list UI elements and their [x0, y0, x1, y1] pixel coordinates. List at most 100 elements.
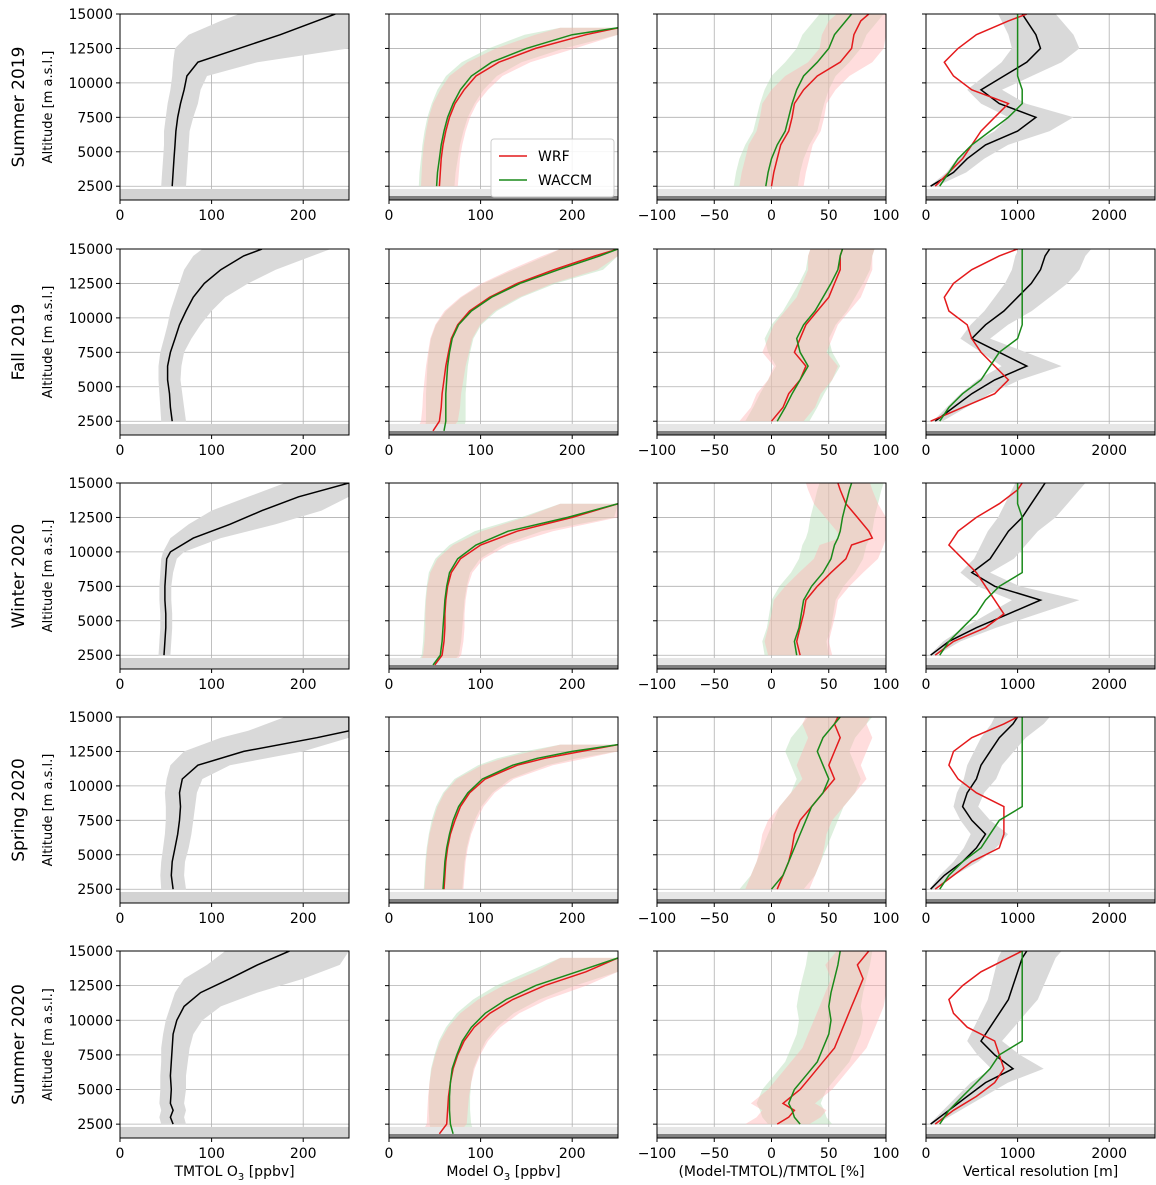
y-tick-label: 10000 [68, 1013, 113, 1029]
row-label: Summer 2020 [9, 984, 29, 1105]
y-tick-label: 12500 [68, 744, 113, 760]
panel-frame [925, 248, 1156, 436]
y-tick-label: 5000 [77, 380, 113, 396]
y-axis-label: Altitude [m a.s.l.] [41, 51, 56, 164]
waccm-line [939, 483, 1023, 656]
x-tick-label: 100 [198, 443, 225, 459]
wrf-spread-band [421, 27, 618, 187]
panel-frame [388, 950, 619, 1139]
below-ground-strip [389, 423, 618, 435]
y-tick-label: 7500 [77, 110, 113, 126]
x-tick-label: 100 [198, 677, 225, 693]
below-ground-strip [926, 1126, 1155, 1138]
panel-r1c1 [389, 249, 618, 435]
y-tick-label: 15000 [68, 944, 113, 960]
y-tick-label: 2500 [77, 882, 113, 898]
waccm-spread-band [428, 957, 618, 1134]
tmtol-line [170, 717, 349, 890]
waccm-line [435, 27, 618, 187]
x-tick-label: −100 [638, 1146, 676, 1162]
x-tick-label: −50 [699, 1146, 729, 1162]
waccm-line [448, 957, 618, 1135]
ground-level-bar [657, 196, 886, 200]
waccm-line [939, 249, 1023, 422]
y-tick-label: 15000 [68, 242, 113, 258]
tmtol-line [169, 951, 290, 1125]
below-ground-strip [926, 891, 1155, 903]
wrf-line [795, 483, 874, 656]
panel-r1c2 [657, 249, 886, 435]
panel-r2c0 [120, 483, 349, 669]
tmtol-spread-band [158, 249, 331, 422]
tmtol-line [171, 14, 336, 187]
ground-level-bar [657, 899, 886, 903]
y-tick-label: 15000 [68, 476, 113, 492]
waccm-line [442, 743, 618, 890]
waccm-line [793, 483, 853, 656]
ground-level-bar [926, 431, 1155, 435]
row-label: Winter 2020 [9, 524, 29, 629]
below-ground-strip [389, 1126, 618, 1138]
x-tick-label: 0 [116, 443, 125, 459]
row-label: Spring 2020 [9, 758, 29, 862]
below-ground-strip [389, 657, 618, 669]
x-tick-label: 50 [820, 911, 838, 927]
y-tick-label: 12500 [68, 979, 113, 995]
x-tick-label: 1000 [1000, 1146, 1036, 1162]
panel-r3c3 [926, 717, 1155, 903]
tmtol-spread-band [160, 717, 349, 890]
waccm-line [939, 717, 1023, 890]
tmtol-spread-band [161, 14, 349, 187]
panel-r4c1 [389, 951, 618, 1138]
x-tick-label: 200 [559, 208, 586, 224]
x-tick-label: 0 [767, 208, 776, 224]
y-tick-label: 5000 [77, 1083, 113, 1099]
panel-frame [925, 13, 1156, 201]
x-tick-label: 100 [467, 677, 494, 693]
x-tick-label: 100 [467, 1146, 494, 1162]
below-ground-strip [120, 423, 349, 435]
x-tick-label: 0 [116, 1146, 125, 1162]
x-tick-label: 1000 [1000, 911, 1036, 927]
y-tick-label: 12500 [68, 510, 113, 526]
x-tick-label: 0 [922, 677, 931, 693]
below-ground-strip [926, 657, 1155, 669]
x-tick-label: −100 [638, 443, 676, 459]
wrf-spread-band [416, 249, 618, 431]
waccm-line [939, 14, 1023, 187]
y-tick-label: 7500 [77, 813, 113, 829]
ground-level-bar [389, 431, 618, 435]
x-tick-label: 200 [290, 1146, 317, 1162]
x-tick-label: 100 [873, 677, 900, 693]
x-tick-label: 1000 [1000, 443, 1036, 459]
panel-frame [119, 950, 350, 1139]
x-tick-label: 0 [385, 443, 394, 459]
y-axis-label: Altitude [m a.s.l.] [41, 286, 56, 399]
x-tick-label: 50 [820, 1146, 838, 1162]
x-tick-label: 50 [820, 208, 838, 224]
wrf-line [438, 957, 618, 1135]
x-tick-label: 0 [767, 1146, 776, 1162]
x-tick-label: 100 [873, 208, 900, 224]
panel-frame [119, 716, 350, 904]
y-axis-label: Altitude [m a.s.l.] [41, 520, 56, 633]
x-tick-label: 200 [290, 443, 317, 459]
x-tick-label: 200 [290, 677, 317, 693]
x-tick-label: 1000 [1000, 677, 1036, 693]
waccm-spread-band [739, 717, 873, 890]
y-tick-label: 2500 [77, 1117, 113, 1133]
x-tick-label: 200 [290, 911, 317, 927]
below-ground-strip [657, 1126, 886, 1138]
panel-frame [925, 716, 1156, 904]
wrf-spread-band [417, 503, 618, 665]
waccm-line [787, 951, 841, 1125]
tmtol-line [934, 249, 1051, 422]
ground-level-bar [657, 431, 886, 435]
row-label: Summer 2019 [9, 47, 29, 168]
panel-frame [119, 248, 350, 436]
y-tick-label: 10000 [68, 779, 113, 795]
ground-level-bar [926, 196, 1155, 200]
x-axis-label: Model O3 [ppbv] [446, 1164, 560, 1183]
x-tick-label: 0 [922, 443, 931, 459]
panel-r0c2 [657, 14, 886, 200]
